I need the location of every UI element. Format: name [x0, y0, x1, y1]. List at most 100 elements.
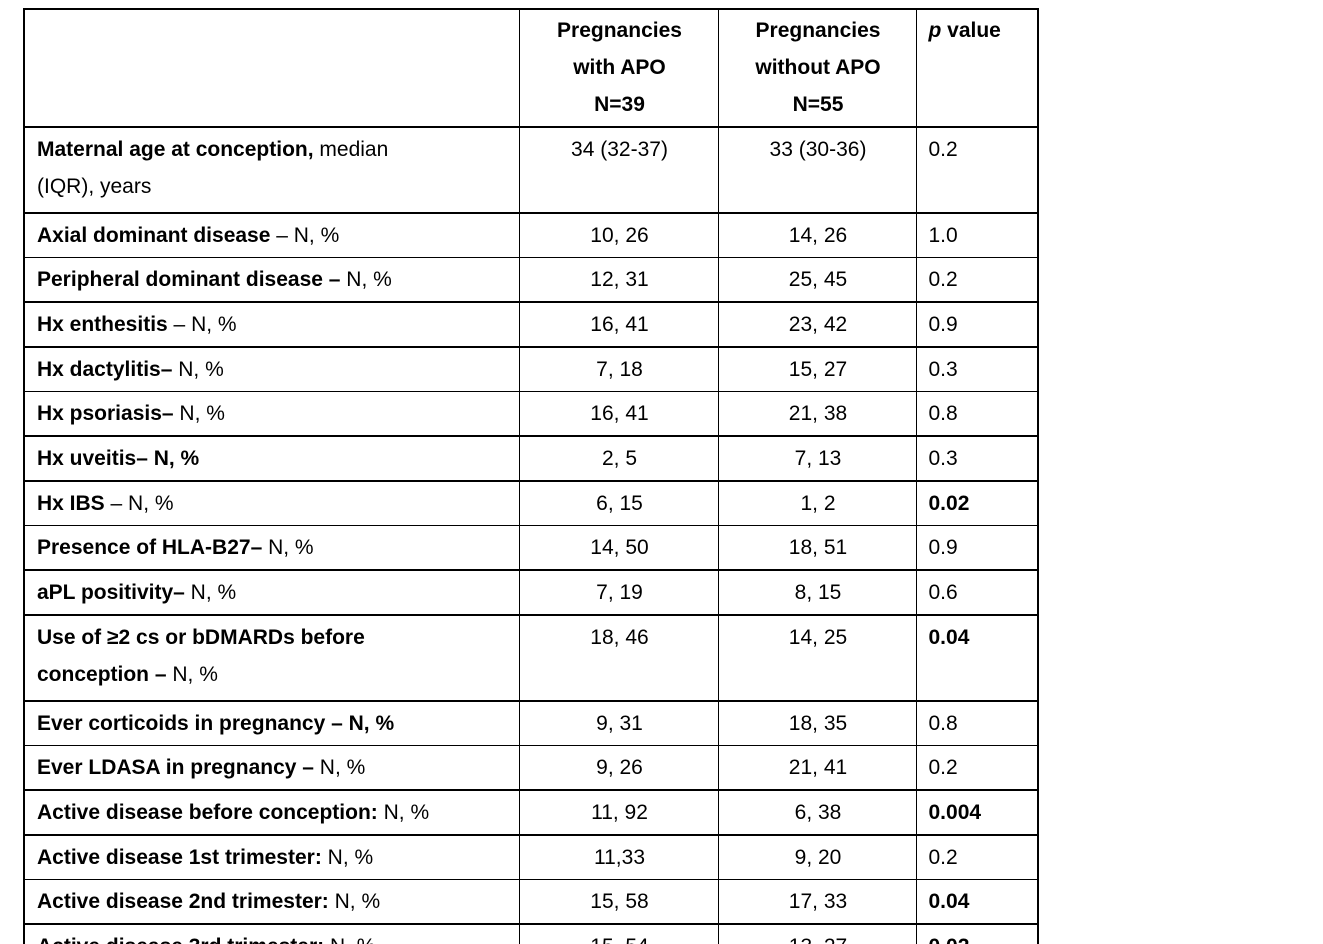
- p-value: 0.6: [928, 581, 958, 604]
- row-label: Hx enthesitis – N, %: [23, 301, 520, 348]
- without-apo-value: 23, 42: [717, 301, 917, 348]
- without-apo-value: 9, 20: [717, 834, 917, 880]
- row-label: Hx uveitis– N, %: [23, 435, 520, 482]
- p-value-cell: 0.9: [915, 301, 1039, 348]
- p-value-cell: 0.6: [915, 569, 1039, 616]
- row-label-bold: Hx psoriasis–: [37, 402, 174, 425]
- row-label: Active disease 3rd trimester: N, %: [23, 923, 520, 944]
- row-label-regular: N, %: [321, 846, 374, 869]
- row-label-regular: – N, %: [270, 224, 340, 247]
- header-row: Pregnancies with APO N=39 Pregnancies wi…: [23, 8, 1039, 128]
- row-label-bold: aPL positivity–: [37, 581, 185, 604]
- with-apo-value: 9, 31: [518, 700, 719, 746]
- row-label: Hx dactylitis– N, %: [23, 346, 520, 392]
- table-row: Axial dominant disease – N, % 10, 26 14,…: [23, 212, 1039, 258]
- p-value: 0.8: [928, 712, 958, 735]
- with-apo-value: 15, 54: [518, 923, 719, 944]
- p-value: 0.2: [928, 846, 958, 869]
- header-empty-cell: [23, 8, 520, 128]
- header-with-apo-line2: with APO: [573, 56, 666, 79]
- header-with-apo-count: N=39: [594, 93, 645, 116]
- table-row: Active disease 2nd trimester: N, % 15, 5…: [23, 879, 1039, 925]
- row-label-regular: N, %: [172, 358, 224, 381]
- row-label: Peripheral dominant disease – N, %: [23, 257, 520, 303]
- row-label-bold: Maternal age at conception,: [37, 138, 314, 161]
- row-label-regular: N, %: [328, 890, 381, 913]
- row-label-regular: median: [313, 138, 389, 161]
- with-apo-value: 9, 26: [518, 745, 719, 791]
- table-row: Hx psoriasis– N, % 16, 41 21, 38 0.8: [23, 391, 1039, 437]
- header-p-value: p value: [915, 8, 1039, 128]
- row-label-bold: Peripheral dominant disease –: [37, 268, 341, 291]
- p-value: 0.2: [928, 756, 958, 779]
- with-apo-value: 7, 18: [518, 346, 719, 392]
- row-label: Use of ≥2 cs or bDMARDs before conceptio…: [23, 614, 520, 702]
- p-value-cell: 0.04: [915, 614, 1039, 702]
- with-apo-value: 10, 26: [518, 212, 719, 258]
- table-row: Active disease 3rd trimester: N, % 15, 5…: [23, 923, 1039, 944]
- header-without-apo-line2: without APO: [755, 56, 881, 79]
- without-apo-value: 1, 2: [717, 480, 917, 526]
- table-row: Hx uveitis– N, % 2, 5 7, 13 0.3: [23, 435, 1039, 482]
- with-apo-value: 16, 41: [518, 301, 719, 348]
- row-label-regular: N, %: [166, 663, 218, 686]
- p-value: 0.9: [928, 536, 958, 559]
- p-value-cell: 0.02: [915, 923, 1039, 944]
- apo-comparison-table: Pregnancies with APO N=39 Pregnancies wi…: [23, 8, 1039, 944]
- p-value: 0.3: [928, 358, 958, 381]
- row-label-regular: N, %: [184, 581, 237, 604]
- table-row: Hx enthesitis – N, % 16, 41 23, 42 0.9: [23, 301, 1039, 348]
- row-label-bold: Presence of HLA-B27–: [37, 536, 263, 559]
- without-apo-value: 21, 38: [717, 391, 917, 437]
- table-row: Ever corticoids in pregnancy – N, % 9, 3…: [23, 700, 1039, 746]
- with-apo-value: 2, 5: [518, 435, 719, 482]
- without-apo-value: 14, 25: [717, 614, 917, 702]
- row-label-bold: Active disease 1st trimester:: [37, 846, 322, 869]
- p-value: 0.02: [929, 935, 970, 944]
- without-apo-value: 7, 13: [717, 435, 917, 482]
- p-value-cell: 1.0: [915, 212, 1039, 258]
- p-value-cell: 0.9: [915, 525, 1039, 571]
- p-symbol: p: [928, 19, 942, 42]
- without-apo-value: 6, 38: [717, 789, 917, 836]
- header-with-apo-line1: Pregnancies: [557, 19, 682, 42]
- header-without-apo-count: N=55: [792, 93, 844, 116]
- row-label: Active disease 1st trimester: N, %: [23, 834, 520, 880]
- with-apo-value: 11, 92: [518, 789, 719, 836]
- row-label: Maternal age at conception, median (IQR)…: [23, 126, 520, 214]
- p-value: 0.2: [928, 138, 958, 161]
- p-value-cell: 0.2: [915, 745, 1039, 791]
- without-apo-value: 18, 51: [717, 525, 917, 571]
- row-label: Active disease 2nd trimester: N, %: [23, 879, 520, 925]
- p-value: 0.004: [928, 801, 982, 824]
- p-value-cell: 0.2: [915, 126, 1039, 214]
- row-label-regular: N, %: [324, 935, 376, 944]
- p-value-cell: 0.3: [915, 346, 1039, 392]
- row-label-line2: (IQR), years: [37, 175, 152, 198]
- with-apo-value: 6, 15: [518, 480, 719, 526]
- with-apo-value: 18, 46: [518, 614, 719, 702]
- p-value-cell: 0.004: [915, 789, 1039, 836]
- table-row: Ever LDASA in pregnancy – N, % 9, 26 21,…: [23, 745, 1039, 791]
- p-value: 0.2: [928, 268, 958, 291]
- row-label-bold: Ever corticoids in pregnancy – N, %: [37, 712, 395, 735]
- header-without-apo: Pregnancies without APO N=55: [717, 8, 917, 128]
- row-label-bold: Axial dominant disease: [37, 224, 271, 247]
- table-row: Use of ≥2 cs or bDMARDs before conceptio…: [23, 614, 1039, 702]
- row-label: Hx IBS – N, %: [23, 480, 520, 526]
- row-label-regular: N, %: [377, 801, 430, 824]
- p-value-cell: 0.8: [915, 391, 1039, 437]
- table-row: aPL positivity– N, % 7, 19 8, 15 0.6: [23, 569, 1039, 616]
- table-row: Active disease 1st trimester: N, % 11,33…: [23, 834, 1039, 880]
- p-value: 0.9: [928, 313, 958, 336]
- row-label: Hx psoriasis– N, %: [23, 391, 520, 437]
- row-label-regular: – N, %: [104, 492, 174, 515]
- row-label-bold: Hx dactylitis–: [37, 358, 173, 381]
- p-value-cell: 0.2: [915, 257, 1039, 303]
- table-row: Active disease before conception: N, % 1…: [23, 789, 1039, 836]
- row-label-bold-line2: conception –: [37, 663, 167, 686]
- row-label: Ever corticoids in pregnancy – N, %: [23, 700, 520, 746]
- row-label-bold: Active disease before conception:: [37, 801, 378, 824]
- table-row: Presence of HLA-B27– N, % 14, 50 18, 51 …: [23, 525, 1039, 571]
